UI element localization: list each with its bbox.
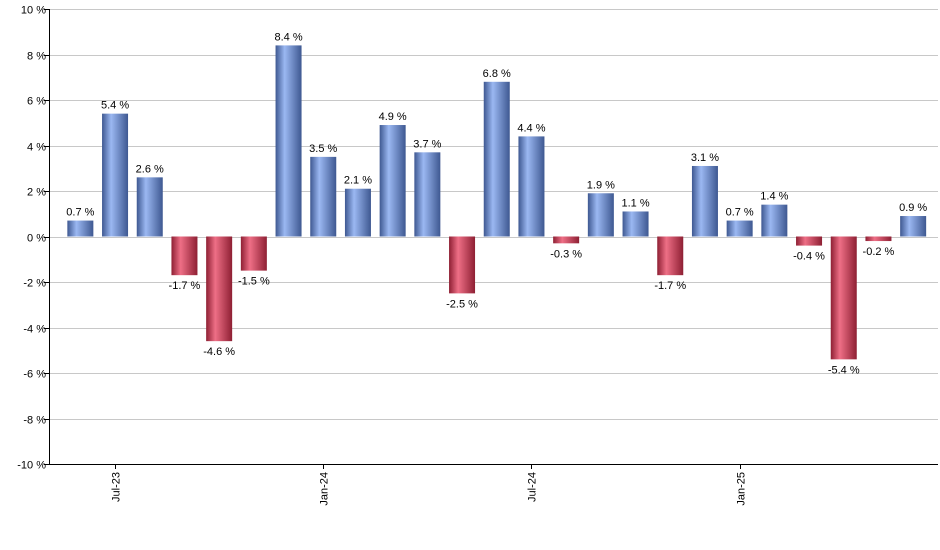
data-label-mar-24: 4.9 % [379,111,407,123]
y-tick-label: -6 % [23,369,46,381]
y-tick-label: 10 % [21,5,46,17]
y-tick-label: 6 % [27,96,46,108]
data-label-dec-23: 8.4 % [274,31,302,43]
data-label-apr-24: 3.7 % [413,138,441,150]
data-label-jun-23: 0.7 % [66,207,94,219]
data-label-aug-23: 2.6 % [136,163,164,175]
bar-feb-25 [761,204,788,237]
data-labels: 0.7 % 5.4 % 2.6 % -1.7 % -4.6 % -1.5 % 8.4 % 3.… [66,31,927,376]
data-label-may-25: -0.2 % [863,246,895,258]
data-label-nov-23: -1.5 % [238,276,270,288]
data-label-feb-25: 1.4 % [760,191,788,203]
bar-oct-23 [206,236,233,342]
data-label-jul-23: 5.4 % [101,100,129,112]
data-label-jan-25: 0.7 % [726,207,754,219]
bar-dec-24 [691,165,718,237]
data-label-apr-25: -5.4 % [828,364,860,376]
bars [67,45,927,360]
y-tick-label: -10 % [17,460,46,472]
x-tick-label: Jan-24 [319,472,331,506]
bar-oct-24 [622,211,649,237]
axes [49,9,938,465]
data-label-jun-24: 6.8 % [483,68,511,80]
bar-nov-23 [240,236,267,271]
bar-apr-24 [414,152,441,237]
data-label-jun-25: 0.9 % [899,202,927,214]
y-tick-label: 8 % [27,51,46,63]
bar-jun-24 [483,81,510,237]
bar-jan-25 [726,220,753,237]
y-tick-label: -2 % [23,278,46,290]
bar-may-25 [865,236,892,242]
bar-mar-25 [796,236,823,246]
y-tick-label: -4 % [23,324,46,336]
data-label-may-24: -2.5 % [446,298,478,310]
bar-aug-23 [136,177,163,237]
y-tick-label: 4 % [27,142,46,154]
data-label-aug-24: -0.3 % [550,248,582,260]
bar-dec-23 [275,45,302,237]
x-tick-label: Jan-25 [736,472,748,506]
data-label-dec-24: 3.1 % [691,152,719,164]
data-label-jul-24: 4.4 % [517,122,545,134]
y-tick-label: -8 % [23,415,46,427]
bar-feb-24 [344,188,371,237]
data-label-oct-24: 1.1 % [621,197,649,209]
bar-jun-23 [67,220,94,237]
bar-jan-24 [310,156,337,237]
bar-nov-24 [657,236,684,276]
bar-sep-23 [171,236,198,276]
y-tick-label: 0 % [27,233,46,245]
data-label-sep-23: -1.7 % [169,280,201,292]
data-label-jan-24: 3.5 % [309,143,337,155]
bar-jul-24 [518,136,545,237]
x-tick-label: Jul-24 [527,472,539,502]
data-label-oct-23: -4.6 % [203,346,235,358]
data-label-sep-24: 1.9 % [587,179,615,191]
data-label-mar-25: -0.4 % [793,251,825,263]
bar-may-24 [449,236,476,294]
data-label-nov-24: -1.7 % [654,280,686,292]
y-axis-ticks: 10 % 8 % 6 % 4 % 2 % 0 % -2 % -4 % -6 % -8 % -10 % [17,5,49,472]
bar-jul-23 [102,113,129,237]
y-tick-label: 2 % [27,187,46,199]
x-axis-ticks: Jul-23 Jan-24 Jul-24 Jan-25 [111,464,748,506]
x-tick-label: Jul-23 [111,472,123,502]
bar-mar-24 [379,125,406,237]
bar-sep-24 [587,193,614,237]
data-label-feb-24: 2.1 % [344,175,372,187]
bar-aug-24 [553,236,580,244]
bar-jun-25 [900,216,927,237]
bar-apr-25 [830,236,857,360]
